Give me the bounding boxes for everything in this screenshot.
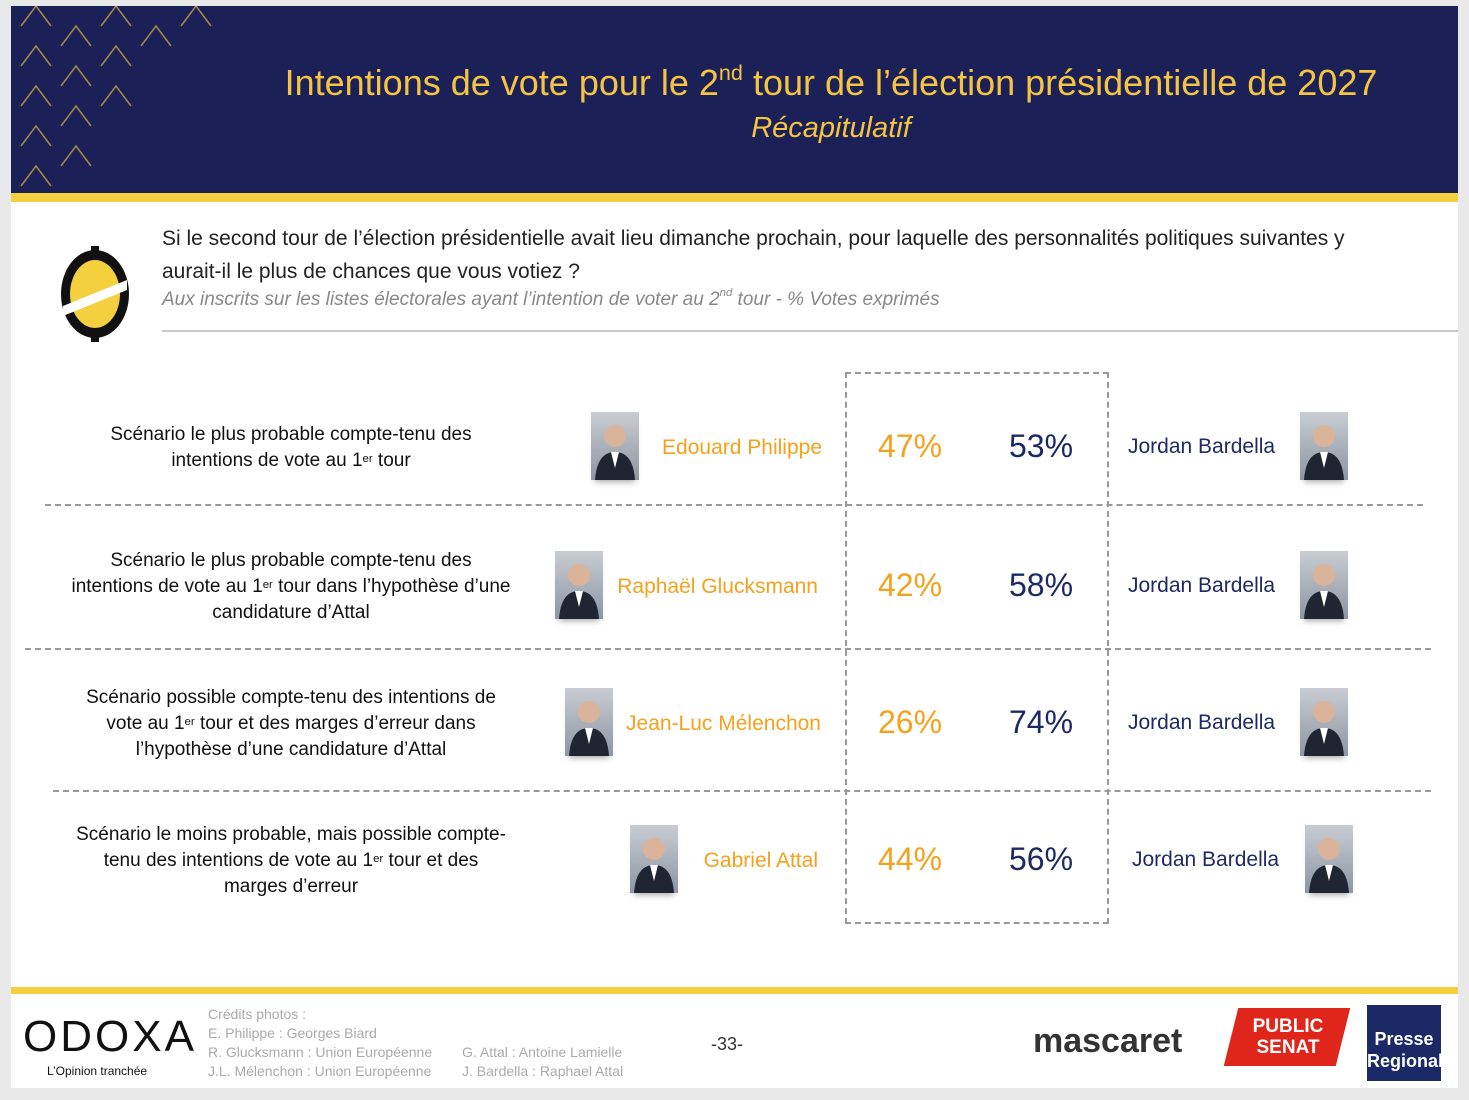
opponent-photo [1300,412,1348,480]
text: Scénario le plus probable compte-tenu de… [71,550,472,597]
question-note: Aux inscrits sur les listes électorales … [162,287,940,311]
row-separator [53,790,1431,792]
credit-line: R. Glucksmann : Union Européenne [208,1044,433,1060]
credits-title: Crédits photos : [208,1006,307,1022]
candidate-name: Jean-Luc Mélenchon [626,712,821,735]
superscript: er [184,716,195,728]
credit-line: G. Attal : Antoine Lamielle [462,1044,623,1060]
superscript: er [373,853,384,865]
candidate-name: Edouard Philippe [662,436,822,459]
percent-left: 42% [877,567,943,603]
opponent-name: Jordan Bardella [1132,848,1280,871]
header-pattern [20,6,212,187]
text: Intentions de vote pour le 2 [284,62,719,103]
footer-stripe [11,987,1458,994]
opponent-photo [1300,551,1348,619]
partner-logo: mascaret [1033,1022,1183,1060]
page-number: -33- [711,1034,744,1054]
credit-line: J. Bardella : Raphael Attal [462,1063,624,1079]
percent-right: 56% [1008,841,1074,877]
text: tour et des marges d’erreur [223,850,479,897]
candidate-photo [591,412,639,480]
credits: G. Attal : Antoine Lamielle J. Bardella :… [462,1043,623,1081]
percent-right: 74% [1008,704,1074,740]
text: tour de l’élection présidentielle de 202… [742,62,1378,103]
text: tour dans l’hypothèse d’une candidature … [212,576,511,623]
tagline: L’Opinion tranchée [47,1064,148,1078]
text: Scénario le moins probable, mais possibl… [76,824,506,871]
title: Intentions de vote pour le 2nd tour de l… [211,60,1451,104]
candidate-name: Raphaël Glucksmann [617,575,818,598]
scenario-label: Scénario possible compte-tenu des intent… [71,685,511,763]
partner-badge [1367,1005,1441,1081]
question: Si le second tour de l’élection présiden… [162,227,1345,283]
text: Aux inscrits sur les listes électorales … [162,289,720,310]
superscript: nd [718,60,743,85]
candidate-photo [565,688,613,756]
candidate-photo [555,551,603,619]
opponent-name: Jordan Bardella [1128,435,1276,458]
scenario-label: Scénario le plus probable compte-tenu de… [71,422,511,474]
opponent-name: Jordan Bardella [1128,574,1276,597]
text: tour [372,450,411,471]
row-separator [25,648,1431,650]
brand: ODOXA [23,1012,197,1061]
text: Scénario le plus probable compte-tenu de… [110,424,472,471]
opponent-photo [1305,825,1353,893]
header-band: Intentions de vote pour le 2nd tour de l… [11,6,1458,193]
candidate-name: Gabriel Attal [703,849,818,872]
text: tour - % Votes exprimés [732,289,940,310]
superscript: er [362,453,373,465]
percent-left: 26% [877,704,943,740]
percent-left: 44% [877,841,943,877]
scenario-label: Scénario le moins probable, mais possibl… [71,822,511,900]
row-separator [45,504,1423,506]
header-stripe [11,193,1458,202]
superscript: nd [719,287,733,299]
slide: Intentions de vote pour le 2nd tour de l… [11,6,1458,1088]
scenario-label: Scénario le plus probable compte-tenu de… [71,548,511,626]
opponent-photo [1300,688,1348,756]
subtitle: Récapitulatif [751,112,911,144]
text: Scénario possible compte-tenu des intent… [86,687,496,734]
divider [162,330,1458,332]
text: tour et des marges d’erreur dans l’hypot… [135,713,476,760]
percent-right: 53% [1008,428,1074,464]
odoxa-icon [61,246,129,342]
partner-logo: PUBLIC SENAT [1252,1016,1324,1058]
opponent-name: Jordan Bardella [1128,711,1276,734]
credit-line: J.L. Mélenchon : Union Européenne [208,1063,432,1079]
superscript: er [262,579,273,591]
credits: E. Philippe : Georges Biard R. Glucksmann… [208,1024,432,1081]
partner-logo: Presse Regionale [1367,1029,1454,1071]
candidate-photo [630,825,678,893]
credit-line: E. Philippe : Georges Biard [208,1025,377,1041]
percent-left: 47% [877,428,943,464]
percent-right: 58% [1008,567,1074,603]
